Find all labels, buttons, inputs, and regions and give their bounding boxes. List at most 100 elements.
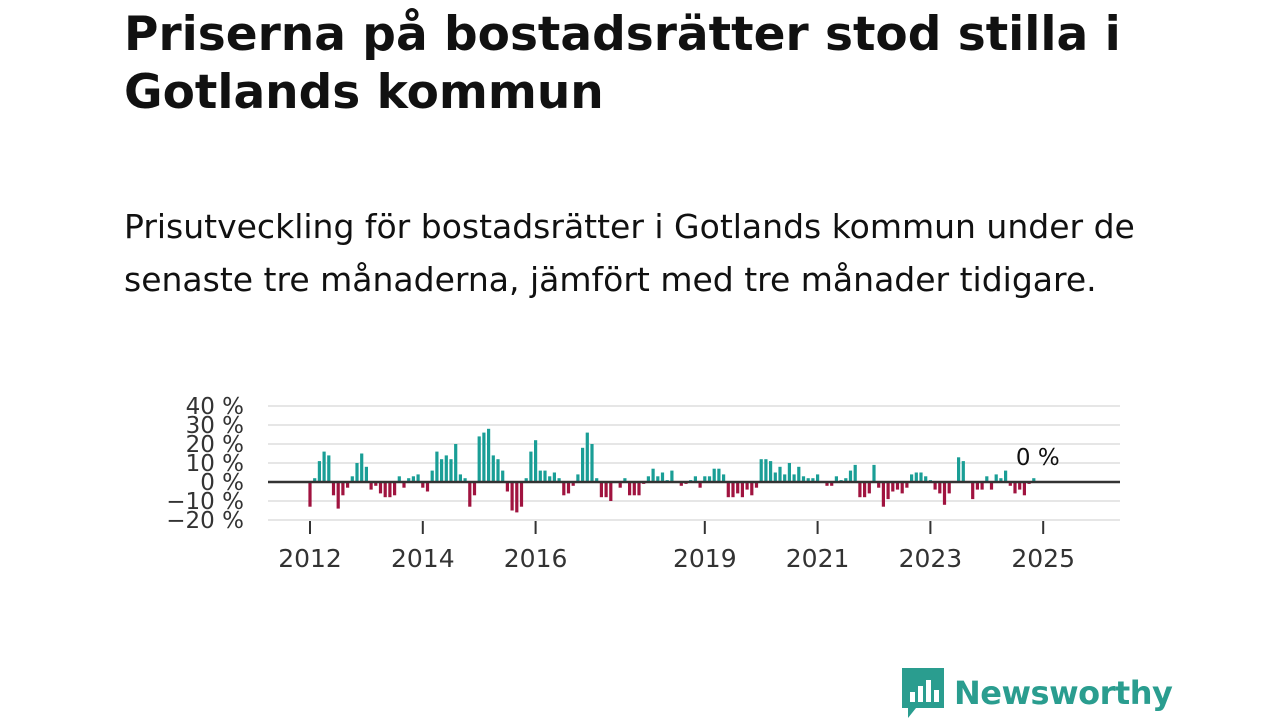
bar [975,482,979,490]
bar [754,482,759,488]
bar [435,451,439,482]
bar [599,482,603,498]
bar [308,482,312,507]
bar [557,478,561,482]
y-tick-label: −20 % [166,508,244,534]
bar [454,444,458,482]
bar [792,474,796,482]
brand-name: Newsworthy [954,674,1173,712]
bar [548,476,552,482]
bar [327,455,331,482]
bar [745,482,749,490]
x-tick-label: 2021 [786,544,850,573]
y-tick-label: 20 % [186,432,244,458]
bar [919,472,923,482]
bar [759,459,763,482]
bar [397,476,401,482]
bar [322,451,326,482]
bar [449,459,453,482]
bar [566,482,571,494]
bar [844,478,848,482]
bar [698,482,702,488]
bar [331,482,336,496]
bar [538,470,542,482]
bar [933,482,937,490]
x-tick-label: 2025 [1011,544,1075,573]
bar [534,440,538,482]
chart-title: Priserna på bostadsrätter stod stilla i … [124,7,1121,120]
bar [388,482,392,498]
bar [458,474,462,482]
bar [618,482,622,488]
bar [529,451,533,482]
bar [778,466,782,482]
bar [656,476,660,482]
bar [994,474,998,482]
bar [769,461,773,482]
bar [402,482,406,488]
bar [346,482,350,488]
bar [411,476,415,482]
bar [581,447,585,482]
bar [595,478,599,482]
bar [905,482,909,488]
annotations: 0 % [1016,445,1060,471]
bar [501,470,505,482]
bar [585,432,589,482]
bar [825,482,829,486]
bar [1013,482,1017,494]
bar [1008,482,1012,486]
newsworthy-logo: Newsworthy [902,668,1173,718]
bar [736,482,740,494]
bar [726,482,730,498]
bar [313,478,317,482]
bar [693,476,697,482]
x-tick-label: 2012 [278,544,342,573]
bar [519,482,524,507]
bar [440,459,444,482]
bar [867,482,871,494]
bar [750,482,754,496]
bar [914,472,918,482]
bar [834,476,838,482]
bar [505,482,509,492]
bar [947,482,951,494]
bar [632,482,636,496]
bar [1004,470,1008,482]
bar [797,466,801,482]
bar [830,482,834,486]
bar [707,476,712,482]
bar [816,474,820,482]
bar [942,482,947,505]
bar [637,482,641,496]
bar [552,472,556,482]
bar [482,432,486,482]
bar [430,470,434,482]
bar [910,474,914,482]
bar [924,476,928,482]
bar [957,457,961,482]
bar [350,476,354,482]
bar [717,468,721,482]
bar [886,482,890,500]
bar [609,482,613,501]
y-tick-label: 30 % [186,413,244,439]
bar [670,470,674,482]
bar [881,482,885,507]
bar [877,482,881,488]
bar [628,482,632,496]
bar [863,482,867,498]
x-tick-label: 2016 [504,544,568,573]
bar [646,476,650,482]
bar [891,482,895,492]
bar [421,482,425,488]
newsworthy-icon [902,668,944,718]
last-value-label: 0 % [1016,445,1060,471]
y-tick-label: −10 % [166,489,244,515]
bar [393,482,397,496]
grid-lines [268,405,1120,521]
bar [515,482,519,513]
bar [806,478,810,482]
bar [491,455,495,482]
bar [961,461,965,482]
